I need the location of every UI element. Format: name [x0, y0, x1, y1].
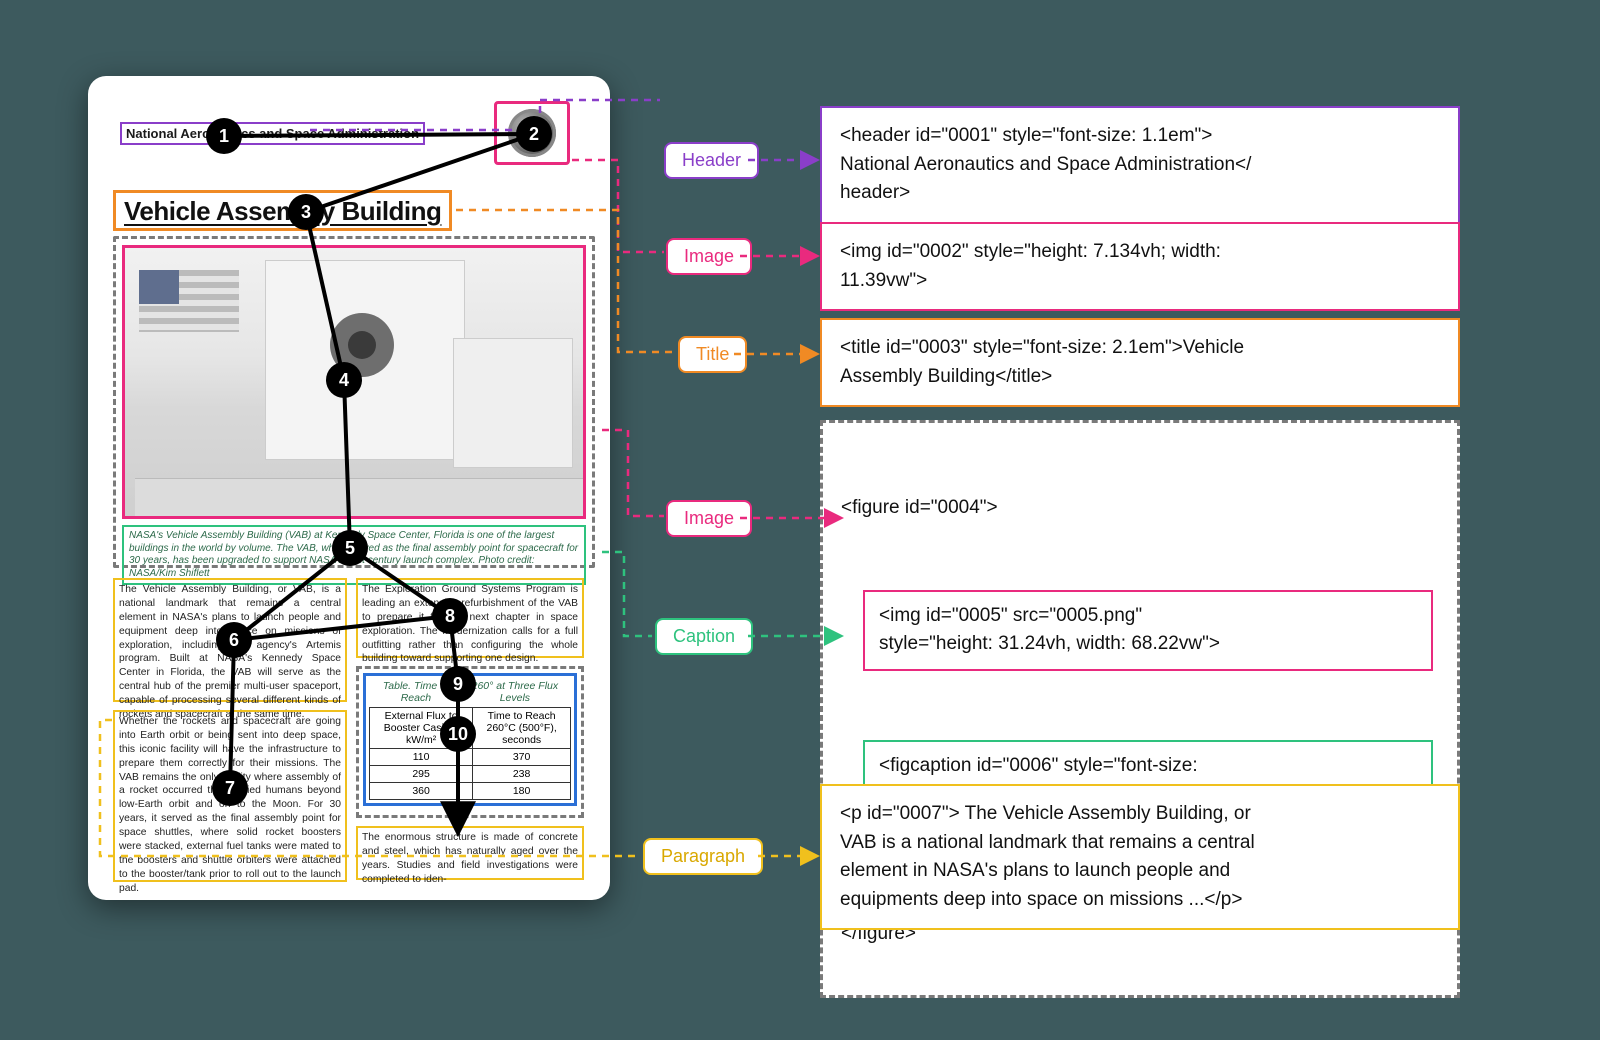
- step-9: 9: [440, 666, 476, 702]
- label-header: Header: [664, 142, 759, 179]
- label-image-2: Image: [666, 500, 752, 537]
- label-title: Title: [678, 336, 747, 373]
- code-title: <title id="0003" style="font-size: 2.1em…: [820, 318, 1460, 407]
- step-10: 10: [440, 716, 476, 752]
- source-document: National Aeronautics and Space Administr…: [88, 76, 610, 900]
- doc-title: Vehicle Assembly Building: [113, 190, 452, 231]
- step-1: 1: [206, 118, 242, 154]
- code-image-1: <img id="0002" style="height: 7.134vh; w…: [820, 222, 1460, 311]
- step-7: 7: [212, 770, 248, 806]
- col-head-2: Time to Reach 260°C (500°F), seconds: [473, 708, 571, 749]
- step-5: 5: [332, 530, 368, 566]
- step-2: 2: [516, 116, 552, 152]
- step-4: 4: [326, 362, 362, 398]
- code-figure-open: <figure id="0004">: [841, 494, 1439, 523]
- label-image-1: Image: [666, 238, 752, 275]
- code-inner-img: <img id="0005" src="0005.png" style="hei…: [863, 590, 1433, 671]
- step-8: 8: [432, 598, 468, 634]
- figure-root: { "colors": { "purple": "#8a3ec9", "pink…: [0, 0, 1600, 1040]
- paragraph-3: The Exploration Ground Systems Program i…: [356, 578, 584, 658]
- label-paragraph: Paragraph: [643, 838, 763, 875]
- label-caption: Caption: [655, 618, 753, 655]
- figure-group: NASA's Vehicle Assembly Building (VAB) a…: [113, 236, 595, 568]
- paragraph-4: The enormous structure is made of concre…: [356, 826, 584, 880]
- step-6: 6: [216, 622, 252, 658]
- step-3: 3: [288, 194, 324, 230]
- code-header: <header id="0001" style="font-size: 1.1e…: [820, 106, 1460, 224]
- doc-header: National Aeronautics and Space Administr…: [120, 122, 425, 145]
- code-paragraph: <p id="0007"> The Vehicle Assembly Build…: [820, 784, 1460, 930]
